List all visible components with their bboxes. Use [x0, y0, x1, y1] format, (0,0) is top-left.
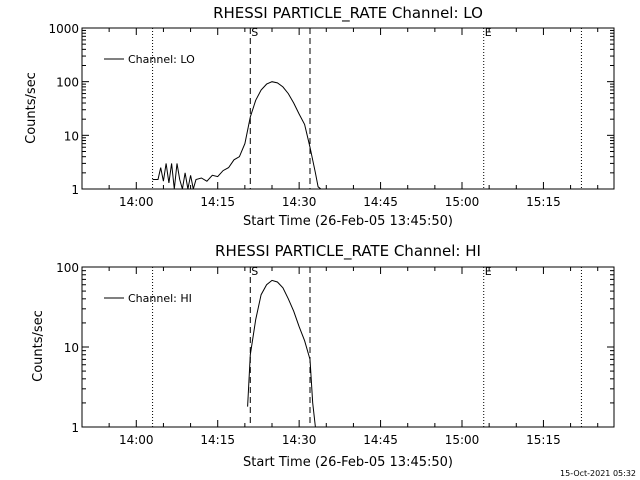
plot-frame [81, 266, 615, 428]
x-tick-label: 14:00 [119, 433, 154, 447]
y-tick-label: 100 [56, 76, 79, 90]
legend-entry: Channel: HI [128, 292, 192, 305]
x-tick-label: 14:30 [282, 433, 317, 447]
y-axis-label: Counts/sec [24, 72, 39, 144]
panel-lo: RHESSI PARTICLE_RATE Channel: LO Counts/… [24, 4, 615, 229]
y-tick-label: 10 [64, 341, 79, 355]
y-tick-label: 1 [71, 421, 79, 435]
x-tick-label: 15:00 [445, 433, 480, 447]
x-tick-label: 14:15 [200, 195, 235, 209]
panel-hi: RHESSI PARTICLE_RATE Channel: HI Counts/… [31, 242, 615, 470]
plot-frame [81, 27, 615, 190]
legend: Channel: LO [104, 53, 195, 66]
x-tick-label: 15:15 [526, 433, 561, 447]
y-tick-label: 1000 [48, 22, 79, 36]
legend-entry: Channel: LO [128, 53, 195, 66]
x-tick-label: 15:00 [445, 195, 480, 209]
chart-title: RHESSI PARTICLE_RATE Channel: LO [213, 4, 483, 23]
series-line [247, 279, 316, 428]
y-axis-label: Counts/sec [31, 310, 46, 382]
x-tick-label: 14:45 [363, 195, 398, 209]
marker-label: S [251, 26, 258, 39]
x-axis-label: Start Time (26-Feb-05 13:45:50) [243, 455, 453, 470]
y-tick-label: 100 [56, 261, 79, 275]
x-tick-label: 14:45 [363, 433, 398, 447]
series-line [152, 81, 322, 190]
marker-label: E [485, 265, 492, 278]
x-axis-label: Start Time (26-Feb-05 13:45:50) [243, 214, 453, 229]
legend: Channel: HI [104, 292, 192, 305]
x-tick-label: 14:00 [119, 195, 154, 209]
x-tick-label: 14:15 [200, 433, 235, 447]
x-tick-label: 14:30 [282, 195, 317, 209]
y-tick-label: 1 [71, 183, 79, 197]
marker-label: S [251, 265, 258, 278]
y-tick-label: 10 [64, 129, 79, 143]
marker-label: E [485, 26, 492, 39]
chart-title: RHESSI PARTICLE_RATE Channel: HI [215, 242, 481, 261]
x-tick-label: 15:15 [526, 195, 561, 209]
timestamp: 15-Oct-2021 05:32 [560, 469, 636, 478]
